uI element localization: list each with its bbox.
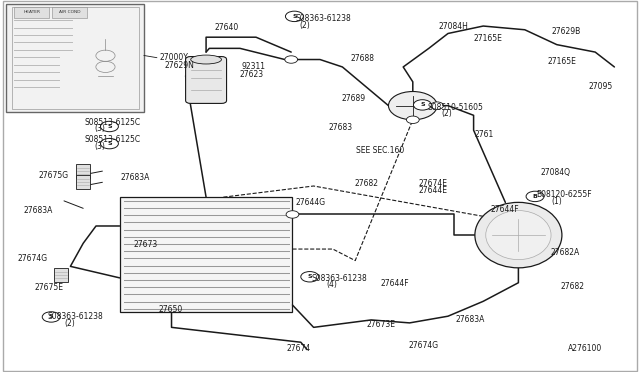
Bar [14,7,49,18]
Text: 27000Y: 27000Y [160,53,189,62]
Text: S08363-61238: S08363-61238 [48,312,104,321]
Text: 27644F: 27644F [490,205,519,214]
Text: (2): (2) [442,109,452,118]
Text: 27623: 27623 [240,70,264,79]
Text: 27644F: 27644F [380,279,409,288]
Text: S: S [49,314,54,320]
Ellipse shape [191,55,221,64]
Text: 27673E: 27673E [366,320,395,329]
Text: 27675E: 27675E [35,283,63,292]
Text: 27682: 27682 [355,179,379,188]
Text: 27084Q: 27084Q [540,168,570,177]
Text: 27650: 27650 [158,305,182,314]
Text: A276100: A276100 [568,344,603,353]
Text: (2): (2) [299,21,310,30]
Text: 27629N: 27629N [164,61,195,70]
Text: 2761: 2761 [475,130,494,139]
Text: S08510-51605: S08510-51605 [428,103,483,112]
Text: S08363-61238: S08363-61238 [311,274,367,283]
Text: 27673: 27673 [133,240,157,249]
Text: 27674: 27674 [287,344,311,353]
Text: 27629B: 27629B [552,27,581,36]
Text: (3): (3) [94,124,105,133]
Bar [52,7,87,18]
Text: (3): (3) [94,142,105,151]
Text: 27674G: 27674G [18,254,48,263]
Text: (2): (2) [64,319,75,328]
Circle shape [285,11,303,22]
Text: HEATER: HEATER [23,10,40,14]
Text: SEE SEC.160: SEE SEC.160 [356,146,404,155]
Text: S: S [420,102,425,108]
Text: 27682A: 27682A [550,248,580,257]
Bar [120,197,292,312]
Circle shape [413,100,431,110]
Text: S: S [107,141,112,146]
Text: 27640: 27640 [214,23,239,32]
Text: AIR COND: AIR COND [59,10,80,14]
Text: S08363-61238: S08363-61238 [296,14,351,23]
Text: 27095: 27095 [589,82,613,91]
Text: B: B [532,194,538,199]
FancyBboxPatch shape [12,7,139,109]
Text: 27644E: 27644E [419,186,447,195]
Circle shape [100,121,118,132]
Text: 27675G: 27675G [38,171,68,180]
Text: 27165E: 27165E [547,57,576,65]
Text: (4): (4) [326,280,337,289]
Text: 27674E: 27674E [419,179,447,187]
Text: 27644G: 27644G [296,198,326,207]
Text: S08513-6125C: S08513-6125C [84,118,141,126]
Text: 27683A: 27683A [456,315,485,324]
Text: S: S [107,124,112,129]
Text: 27165E: 27165E [474,34,502,43]
Circle shape [285,56,298,63]
Text: 92311: 92311 [242,62,266,71]
Text: 27682: 27682 [561,282,585,291]
Text: S: S [292,14,297,19]
Circle shape [406,116,419,124]
Text: 27084H: 27084H [438,22,468,31]
Text: S: S [307,274,312,279]
Ellipse shape [486,211,551,260]
FancyBboxPatch shape [186,57,227,103]
Circle shape [526,191,544,202]
Circle shape [286,211,299,218]
Text: 27689: 27689 [341,94,365,103]
Text: B08120-6255F: B08120-6255F [536,190,592,199]
Circle shape [100,138,118,149]
Ellipse shape [475,202,562,268]
Circle shape [388,92,437,120]
Circle shape [301,272,319,282]
FancyBboxPatch shape [6,4,144,112]
Bar [54,268,68,282]
Text: 27683A: 27683A [120,173,150,182]
Text: 27688: 27688 [351,54,375,63]
Circle shape [42,312,60,322]
Text: (1): (1) [552,197,563,206]
Bar [76,164,90,178]
Text: S08513-6125C: S08513-6125C [84,135,141,144]
Text: 27683: 27683 [328,123,353,132]
Text: 27683A: 27683A [23,206,52,215]
Text: 27674G: 27674G [408,341,438,350]
Bar [76,175,90,189]
Circle shape [431,102,444,109]
